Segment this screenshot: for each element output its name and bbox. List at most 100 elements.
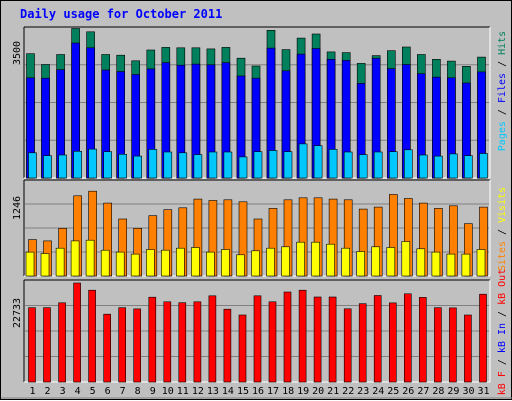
bar-visits-day-15 [236,254,245,277]
legend-entry: kB In [497,323,508,353]
bar-kb-out-day-3 [58,302,66,383]
bar-visits-day-13 [206,251,215,277]
bar-visits-day-27 [416,248,426,277]
bar-visits-day-4 [70,240,80,277]
bar-visits-day-30 [461,253,471,277]
bar-kb-out-day-30 [464,314,472,383]
bar-pages-day-7 [118,154,127,179]
bar-pages-day-17 [268,150,278,179]
bar-visits-day-31 [476,249,486,277]
legend-entry: Hits [497,31,508,55]
bar-kb-out-day-10 [163,301,172,383]
bar-kb-out-day-8 [133,308,141,383]
x-tick-label-day-13: 13 [207,386,219,397]
bar-kb-out-day-6 [103,313,111,383]
bar-visits-day-26 [401,241,411,277]
bar-pages-day-3 [58,154,67,179]
bar-kb-out-day-14 [223,308,232,383]
x-tick-label-day-5: 5 [90,386,96,397]
bar-visits-day-9 [146,249,155,277]
bar-kb-out-day-1 [28,307,36,383]
bar-kb-out-day-19 [298,289,307,383]
bar-visits-day-28 [431,251,441,277]
bar-kb-out-day-27 [418,297,427,383]
x-tick-label-day-1: 1 [29,386,35,397]
bar-kb-out-day-21 [328,296,337,383]
bar-pages-day-13 [208,151,218,179]
bar-visits-day-3 [55,247,65,277]
bar-kb-out-day-29 [449,307,457,383]
x-tick-label-day-6: 6 [105,386,111,397]
bar-pages-day-4 [73,151,82,179]
legend-entry: / [497,103,508,121]
x-tick-label-day-2: 2 [44,386,50,397]
bar-kb-out-day-16 [253,295,262,383]
x-tick-label-day-10: 10 [162,386,174,397]
x-tick-label-day-23: 23 [357,386,369,397]
bar-visits-day-24 [371,246,381,277]
bar-visits-day-22 [341,247,351,277]
x-tick-label-day-31: 31 [477,386,489,397]
legend-entry: / [497,223,508,241]
legend-entry: / [497,353,508,371]
bar-kb-out-day-15 [238,314,247,383]
bar-pages-day-30 [464,155,473,179]
bar-kb-out-day-23 [358,303,367,383]
x-tick-label-day-8: 8 [135,386,141,397]
bar-pages-day-18 [283,151,293,179]
bar-visits-day-20 [311,241,320,277]
bar-visits-day-21 [326,243,335,277]
bar-visits-day-11 [176,247,185,277]
bar-pages-day-10 [163,151,173,179]
bar-visits-day-29 [446,253,456,277]
bar-visits-day-2 [40,253,50,277]
x-tick-label-day-25: 25 [387,386,399,397]
bar-pages-day-22 [343,151,353,179]
bar-pages-day-12 [193,154,203,179]
x-tick-label-day-3: 3 [60,386,66,397]
panel-middle [23,179,491,277]
bar-kb-out-day-9 [148,296,157,383]
bar-visits-day-8 [130,253,140,277]
x-tick-label-day-18: 18 [282,386,294,397]
bar-kb-out-day-22 [343,308,352,383]
legend-entry: Files [497,73,508,103]
legend-entry: Visits [497,187,508,223]
bar-visits-day-19 [296,241,305,277]
bar-visits-day-1 [25,251,35,277]
bar-pages-day-21 [328,149,338,179]
bar-kb-out-day-31 [479,293,487,383]
x-tick-label-day-17: 17 [267,386,279,397]
bar-kb-out-day-25 [388,302,397,383]
x-tick-label-day-16: 16 [252,386,264,397]
panel-bottom [23,279,491,383]
bar-pages-day-24 [373,151,383,179]
legend-entry: kB Out [497,269,508,305]
bar-pages-day-11 [178,152,188,179]
bar-pages-day-29 [449,153,458,179]
x-tick-label-day-12: 12 [192,386,204,397]
x-tick-label-day-15: 15 [237,386,249,397]
x-tick-label-day-30: 30 [462,386,474,397]
bar-pages-day-19 [298,143,308,179]
legend-bottom: kB F / kB In / kB Out [497,269,508,395]
x-tick-label-day-4: 4 [75,386,81,397]
bar-visits-day-23 [356,251,366,277]
x-tick-label-day-14: 14 [222,386,234,397]
bar-pages-day-14 [223,151,233,179]
legend-entry: kB F [497,371,508,395]
panel-top [23,26,491,179]
bar-kb-out-day-26 [403,293,412,383]
x-tick-label-day-11: 11 [177,386,189,397]
bar-visits-day-7 [115,251,125,277]
bar-visits-day-17 [266,247,275,277]
bar-pages-day-2 [43,155,52,179]
bar-kb-out-day-28 [434,307,442,383]
bar-pages-day-23 [358,154,368,179]
bar-pages-day-1 [28,152,37,179]
x-tick-label-day-24: 24 [372,386,384,397]
bar-visits-day-6 [100,249,110,277]
bar-pages-day-31 [479,153,488,179]
bar-kb-out-day-4 [73,282,81,383]
